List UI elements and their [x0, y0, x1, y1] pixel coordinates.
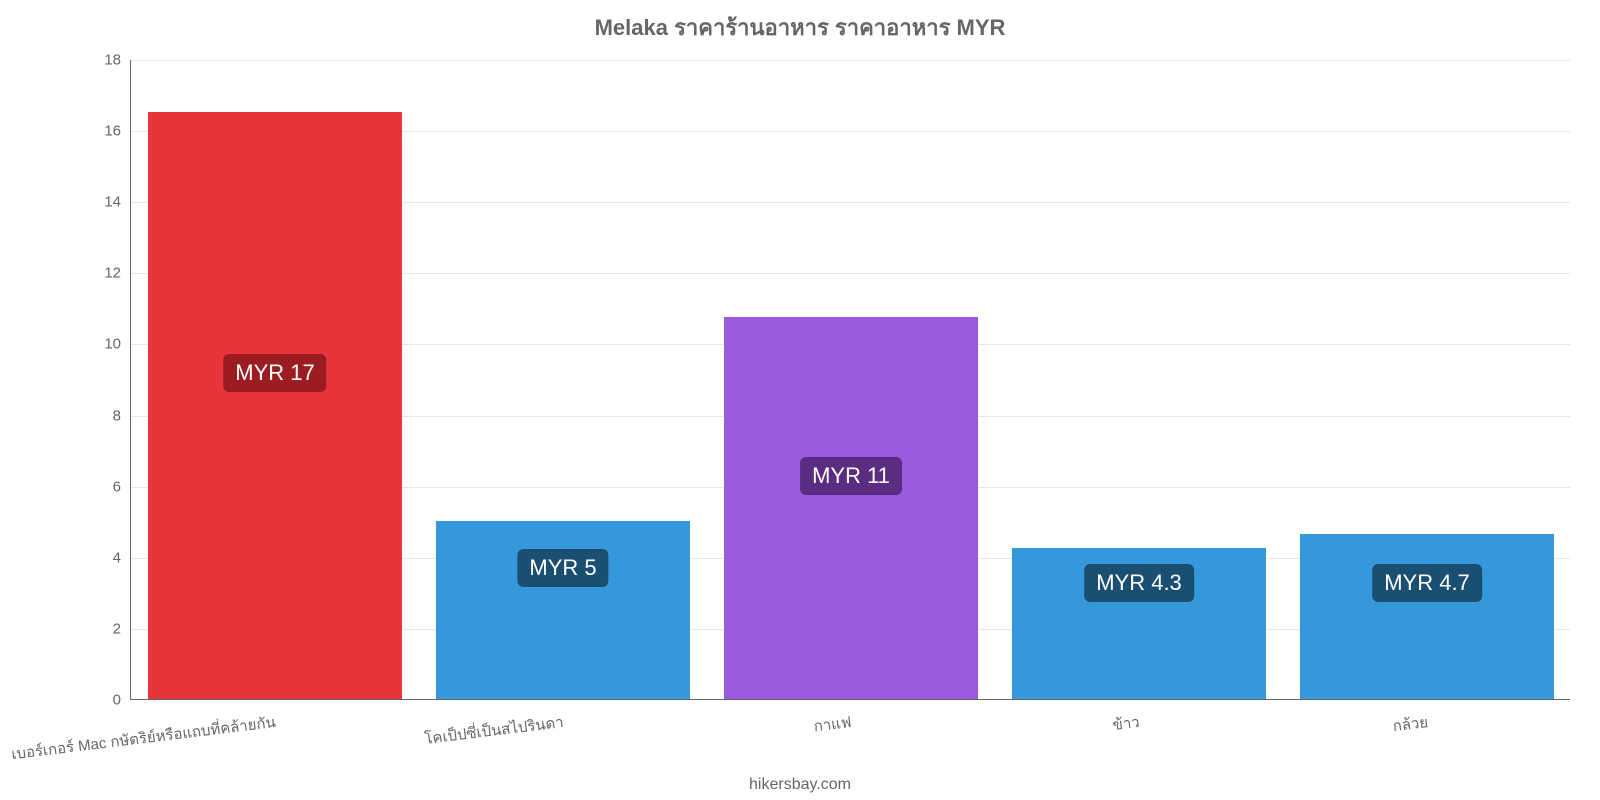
value-badge: MYR 11	[800, 457, 902, 495]
x-tick-label: ข้าว	[1111, 710, 1141, 737]
chart-title: Melaka ราคาร้านอาหาร ราคาอาหาร MYR	[0, 10, 1600, 45]
x-tick-label: โคเป็ปซี่เป็นสไปรินดา	[423, 710, 565, 751]
y-tick-label: 8	[81, 407, 121, 424]
value-badge: MYR 5	[517, 549, 608, 587]
bar	[436, 521, 689, 699]
y-tick-label: 4	[81, 549, 121, 566]
y-tick-label: 0	[81, 692, 121, 709]
x-tick-label: กาแฟ	[812, 710, 852, 738]
bar	[724, 317, 977, 699]
value-badge: MYR 4.3	[1084, 564, 1194, 602]
bar	[148, 112, 401, 699]
y-tick-label: 16	[81, 123, 121, 140]
y-tick-label: 6	[81, 478, 121, 495]
y-tick-label: 18	[81, 52, 121, 69]
chart-container: Melaka ราคาร้านอาหาร ราคาอาหาร MYR 02468…	[0, 0, 1600, 800]
bar	[1300, 534, 1553, 699]
x-tick-label: กล้วย	[1391, 710, 1429, 738]
y-tick-label: 12	[81, 265, 121, 282]
value-badge: MYR 4.7	[1372, 564, 1482, 602]
chart-footer: hikersbay.com	[0, 776, 1600, 794]
y-tick-label: 2	[81, 620, 121, 637]
value-badge: MYR 17	[223, 354, 326, 392]
plot-area: 024681012141618MYR 17เบอร์เกอร์ Mac กษัต…	[130, 60, 1570, 700]
x-tick-label: เบอร์เกอร์ Mac กษัตริย์หรือแถบที่คล้ายกั…	[10, 710, 277, 766]
y-tick-label: 10	[81, 336, 121, 353]
y-tick-label: 14	[81, 194, 121, 211]
grid-line	[131, 60, 1570, 61]
